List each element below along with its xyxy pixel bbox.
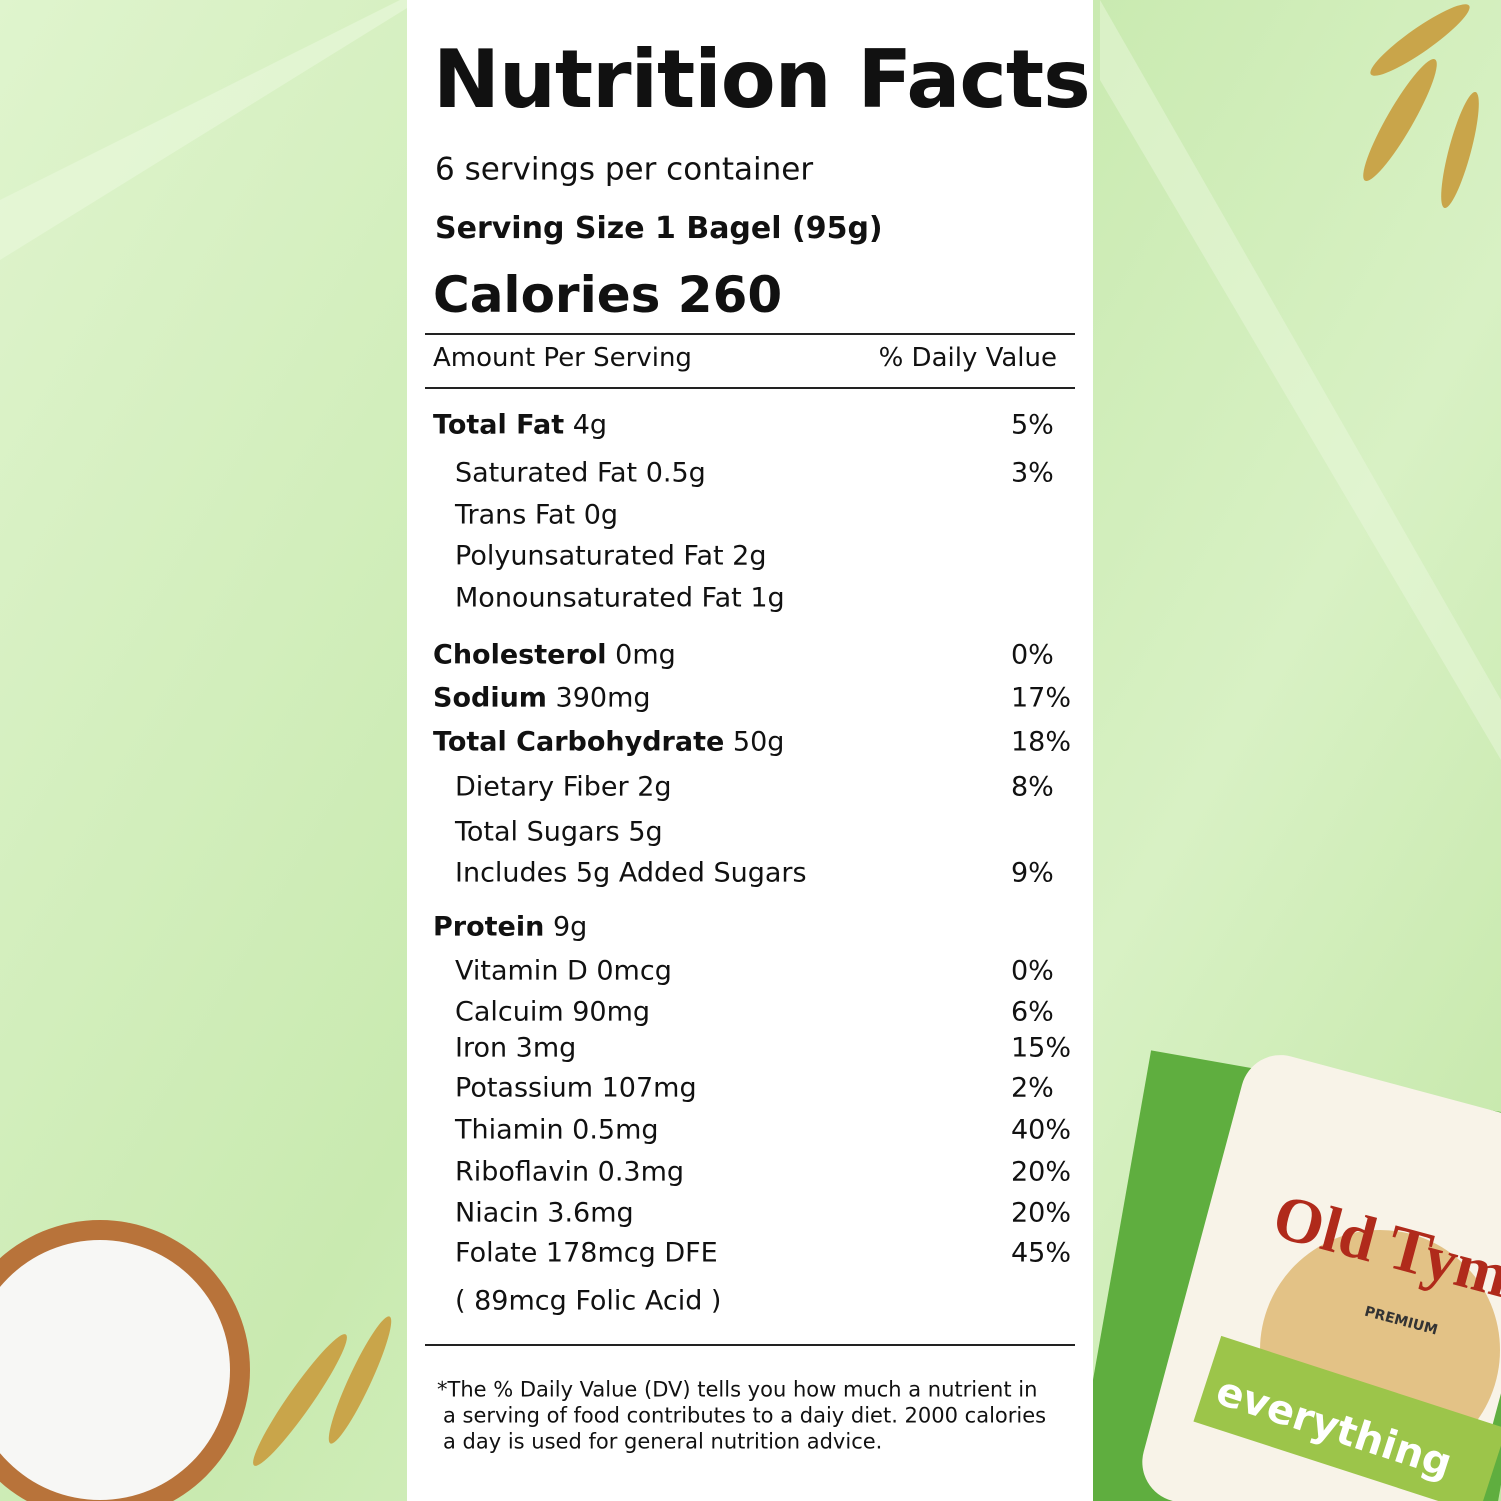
daily-value: 20% [1011,1197,1072,1229]
daily-value: 6% [1011,996,1054,1028]
sub-nutrient: Potassium 107mg [455,1072,697,1104]
rule [425,387,1075,389]
nutrient-amount: 4g [572,409,608,441]
brand: Old Tyme [1266,1180,1501,1318]
daily-value: 40% [1011,1114,1072,1146]
daily-value: 8% [1011,771,1054,803]
daily-value: 20% [1011,1156,1072,1188]
nutrient-name: Total Carbohydrate [433,726,725,758]
column-header: % Daily Value [878,343,1057,373]
nutrient-name: Protein [433,911,545,943]
sub-nutrient: Monounsaturated Fat 1g [455,582,785,614]
sub-nutrient: Includes 5g Added Sugars [455,857,807,889]
sub-nutrient: Total Sugars 5g [455,816,663,848]
column-header: Amount Per Serving [433,343,692,373]
daily-value: 3% [1011,457,1054,489]
nutrient-name: Sodium [433,682,547,714]
nutrient-row: Protein 9g [433,914,587,941]
sub-nutrient: ( 89mcg Folic Acid ) [455,1285,722,1317]
nutrient-row: Total Fat 4g [433,412,607,439]
tier: PREMIUM [1363,1304,1440,1339]
nutrient-amount: 0mg [615,639,676,671]
daily-value: 0% [1011,955,1054,987]
daily-value: 2% [1011,1072,1054,1104]
nutrient-row: Sodium 390mg [433,685,651,712]
rule [425,333,1075,335]
nutrient-amount: 50g [732,726,785,758]
sub-nutrient: Polyunsaturated Fat 2g [455,540,767,572]
sub-nutrient: Riboflavin 0.3mg [455,1156,685,1188]
sub-nutrient: Saturated Fat 0.5g [455,457,706,489]
spacer [724,727,733,758]
flavor: everything [1211,1368,1458,1487]
nutrient-row: Cholesterol 0mg [433,642,676,669]
flour-bowl [0,1220,250,1501]
daily-value: 45% [1011,1237,1072,1269]
nutrient-amount: 9g [552,911,588,943]
wheat [253,4,1479,1466]
sub-nutrient: Trans Fat 0g [455,499,619,531]
nutrient-name: Cholesterol [433,639,607,671]
servings: 6 servings per container [435,151,814,188]
daily-value: 17% [1011,682,1072,714]
daily-value: 9% [1011,857,1054,889]
sub-nutrient: Folate 178mcg DFE [455,1237,718,1269]
serving-size: Serving Size 1 Bagel (95g) [435,211,883,246]
daily-value: 18% [1011,726,1072,758]
spacer [544,912,553,943]
footnote-line: a serving of food contributes to a daiy … [443,1403,1047,1428]
nutrient-amount: 390mg [555,682,651,714]
daily-value: 5% [1011,409,1054,441]
sub-nutrient: Dietary Fiber 2g [455,771,672,803]
sub-nutrient: Niacin 3.6mg [455,1197,634,1229]
daily-value: 0% [1011,639,1054,671]
label-panel [407,0,1093,1501]
footnote-line: *The % Daily Value (DV) tells you how mu… [437,1377,1038,1402]
rule [425,1344,1075,1346]
footnote-line: a day is used for general nutrition advi… [443,1429,883,1454]
sub-nutrient: Vitamin D 0mcg [455,955,672,987]
spacer [547,683,556,714]
daily-value: 15% [1011,1032,1072,1064]
spacer [607,640,616,671]
title: Nutrition Facts [433,33,1091,126]
bagel-package [1071,1050,1501,1501]
nutrient-row: Total Carbohydrate 50g [433,729,784,756]
sub-nutrient: Thiamin 0.5mg [455,1114,659,1146]
sub-nutrient: Iron 3mg [455,1032,577,1064]
calories: Calories 260 [433,266,783,324]
spacer [564,410,573,441]
sub-nutrient: Calcuim 90mg [455,996,651,1028]
nutrient-name: Total Fat [433,409,565,441]
